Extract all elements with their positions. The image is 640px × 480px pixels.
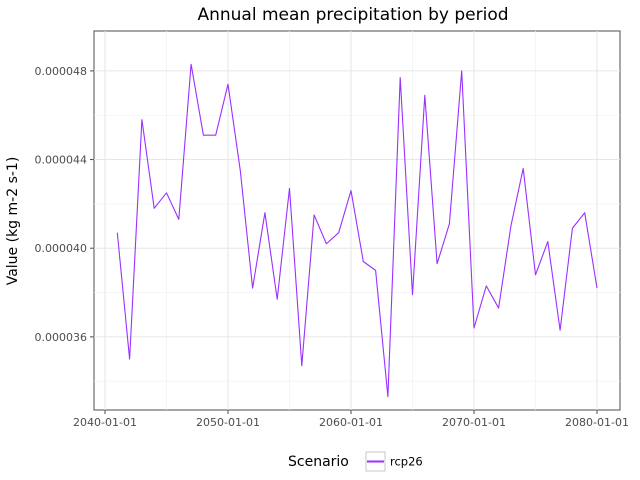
y-tick-label: 0.000036: [35, 331, 88, 344]
chart-title: Annual mean precipitation by period: [197, 5, 508, 25]
series-line-rcp26: [116, 63, 598, 398]
y-tick-label: 0.000044: [35, 154, 88, 167]
x-tick-label: 2050-01-01: [196, 416, 260, 429]
y-tick-label: 0.000048: [35, 65, 88, 78]
x-tick-label: 2060-01-01: [319, 416, 383, 429]
y-tick-label: 0.000040: [35, 242, 88, 255]
legend: Scenario rcp26: [288, 451, 423, 472]
x-axis: 2040-01-01 2050-01-01 2060-01-01 2070-01-01…: [73, 410, 629, 429]
x-tick-label: 2070-01-01: [442, 416, 506, 429]
x-tick-label: 2040-01-01: [73, 416, 137, 429]
legend-title: Scenario: [288, 454, 349, 470]
series-layer: [116, 63, 598, 398]
y-axis-title: Value (kg m-2 s-1): [5, 157, 21, 286]
minor-grid: [94, 31, 620, 410]
legend-label-rcp26: rcp26: [390, 455, 423, 469]
x-tick-label: 2080-01-01: [565, 416, 629, 429]
plot-panel: [93, 30, 621, 411]
y-axis: 0.000036 0.000040 0.000044 0.000048: [35, 65, 94, 344]
